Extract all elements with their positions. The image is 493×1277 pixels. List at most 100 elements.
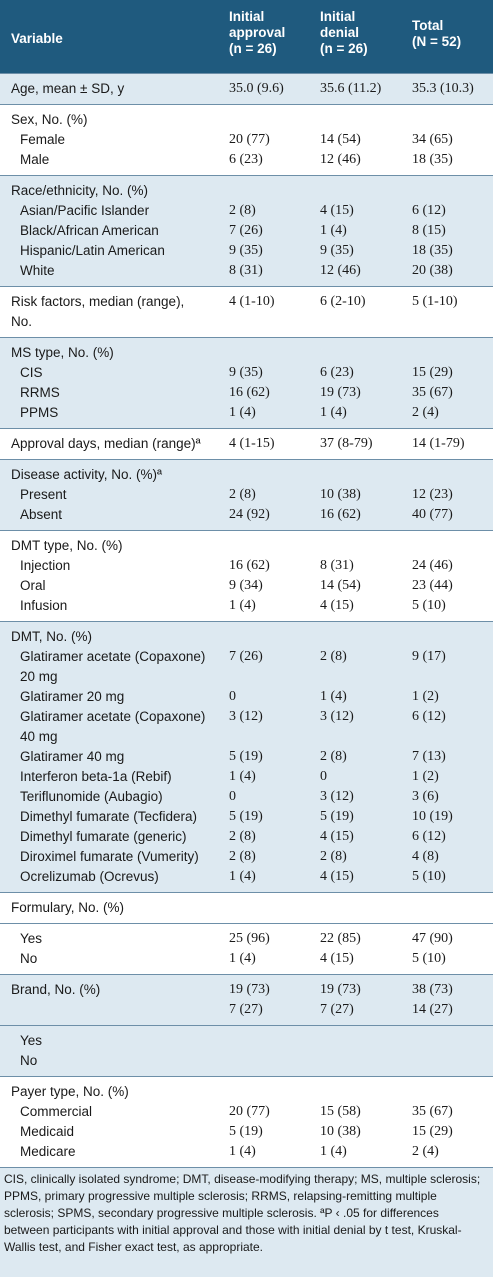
total-value [412,181,493,201]
denial-value: 2 (8) [320,849,347,864]
total-value: 18 (35) [412,152,453,167]
table-row: Diroximel fumarate (Vumerity) 2 (8) 2 (8) 4… [0,847,493,867]
denial-value: 7 (27) [320,1002,354,1017]
denial-value: 1 (4) [320,405,347,420]
row-label: Teriflunomide (Aubagio) [20,789,163,804]
denial-value: 14 (54) [320,132,361,147]
row-label: Payer type, No. (%) [11,1084,129,1099]
table-row: PPMS 1 (4) 1 (4) 2 (4) [0,403,493,423]
row-label: Glatiramer 20 mg [20,689,125,704]
table-row: MS type, No. (%) [0,343,493,363]
table-row: Yes 25 (96) 22 (85) 47 (90) [0,929,493,949]
total-value [412,1031,493,1051]
row-group: Formulary, No. (%) [0,892,493,923]
total-value [412,727,493,747]
table-row: 40 mg [0,727,493,747]
header-total-line2: (N = 52) [412,34,462,49]
row-label: DMT type, No. (%) [11,538,123,553]
approval-value: 8 (31) [229,263,263,278]
table-row: Hispanic/Latin American 9 (35) 9 (35) 18 (3… [0,241,493,261]
row-label: Glatiramer acetate (Copaxone) [20,709,206,724]
approval-value: 1 (4) [229,405,256,420]
denial-value: 1 (4) [320,1144,347,1159]
denial-value: 4 (15) [320,951,354,966]
header-total-line1: Total [412,18,444,33]
row-label: Sex, No. (%) [11,112,88,127]
table-row: Glatiramer acetate (Copaxone) 3 (12) 3 (12… [0,707,493,727]
row-label: Dimethyl fumarate (Tecfidera) [20,809,198,824]
denial-value [320,110,412,130]
row-label: CIS [20,365,43,380]
denial-value: 35.6 (11.2) [320,81,382,96]
table-row: Black/African American 7 (26) 1 (4) 8 (15) [0,221,493,241]
row-label: 40 mg [20,729,58,744]
total-value: 38 (73) [412,982,453,997]
total-value: 34 (65) [412,132,453,147]
denial-value: 22 (85) [320,931,361,946]
approval-value: 5 (19) [229,1124,263,1139]
table-row: Interferon beta-1a (Rebif) 1 (4) 0 1 (2) [0,767,493,787]
approval-value: 0 [229,689,236,704]
total-value: 15 (29) [412,1124,453,1139]
total-value: 35 (67) [412,1104,453,1119]
approval-value [229,181,320,201]
table-row: White 8 (31) 12 (46) 20 (38) [0,261,493,281]
approval-value [229,727,320,747]
approval-value: 16 (62) [229,558,270,573]
approval-value [229,627,320,647]
total-value: 8 (15) [412,223,446,238]
row-label: White [20,263,55,278]
total-value: 2 (4) [412,405,439,420]
total-value: 7 (13) [412,749,446,764]
total-value: 5 (10) [412,598,446,613]
row-label: Asian/Pacific Islander [20,203,150,218]
row-group: Approval days, median (range)ª 4 (1-15) 37… [0,428,493,459]
total-value: 1 (2) [412,769,439,784]
table-row: No. [0,312,493,332]
row-group: Yes No [0,1025,493,1076]
table-row: Glatiramer 20 mg 0 1 (4) 1 (2) [0,687,493,707]
approval-value [229,1082,320,1102]
total-value: 4 (8) [412,849,439,864]
denial-value [320,181,412,201]
row-label: Glatiramer acetate (Copaxone) [20,649,206,664]
row-group: Risk factors, median (range), 4 (1-10) 6 (… [0,286,493,337]
denial-value: 4 (15) [320,598,354,613]
row-label: RRMS [20,385,60,400]
approval-value: 2 (8) [229,829,256,844]
approval-value: 9 (35) [229,365,263,380]
row-label: No. [11,314,33,329]
denial-value: 37 (8-79) [320,436,373,451]
table-row: 7 (27) 7 (27) 14 (27) [0,1000,493,1020]
total-value: 5 (10) [412,951,446,966]
denial-value: 4 (15) [320,203,354,218]
table-row: Male 6 (23) 12 (46) 18 (35) [0,150,493,170]
denial-value: 3 (12) [320,789,354,804]
row-label: Oral [20,578,46,593]
denial-value: 19 (73) [320,982,361,997]
table-row: No [0,1051,493,1071]
row-label: Absent [20,507,63,522]
approval-value: 0 [229,789,236,804]
table-row: Race/ethnicity, No. (%) [0,181,493,201]
row-group: DMT, No. (%) Glatiramer acetate (Copaxone… [0,621,493,892]
header-denial-line3: (n = 26) [320,41,368,56]
header-total: Total (N = 52) [412,18,492,50]
denial-value: 15 (58) [320,1104,361,1119]
approval-value: 7 (27) [229,1002,263,1017]
header-approval-line1: Initial [229,9,265,24]
row-label: Disease activity, No. (%)ª [11,467,163,482]
total-value: 23 (44) [412,578,453,593]
total-value: 35.3 (10.3) [412,81,474,96]
denial-value: 8 (31) [320,558,354,573]
row-group: Sex, No. (%) Female 20 (77) 14 (54) 34 (65) M… [0,104,493,175]
approval-value: 1 (4) [229,951,256,966]
row-label: Injection [20,558,71,573]
table-row: Infusion 1 (4) 4 (15) 5 (10) [0,596,493,616]
approval-value: 7 (26) [229,223,263,238]
approval-value: 9 (35) [229,243,263,258]
total-value [412,343,493,363]
table-row: DMT type, No. (%) [0,536,493,556]
row-label: Male [20,152,50,167]
denial-value: 6 (23) [320,365,354,380]
